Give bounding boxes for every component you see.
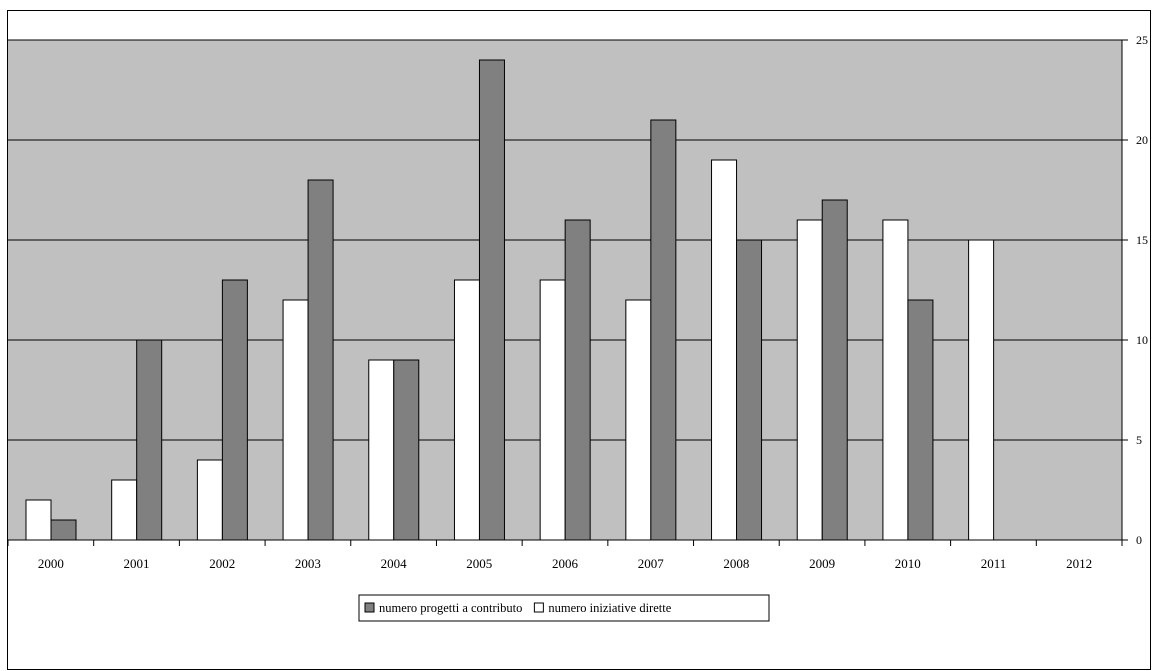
bar-progetti-a-contributo-2006 [564, 219, 591, 541]
bar-progetti-a-contributo-2007 [650, 119, 677, 541]
bar-progetti-a-contributo-2009 [821, 199, 848, 541]
bar-progetti-a-contributo-2000 [50, 519, 77, 541]
x-tick-label-2008: 2008 [723, 556, 749, 571]
y-tick-label: 10 [1136, 333, 1148, 347]
x-tick-label-2004: 2004 [381, 556, 408, 571]
x-tick-label-2011: 2011 [981, 556, 1007, 571]
bar-iniziative-dirette-2005 [453, 279, 480, 541]
bar-progetti-a-contributo-2001 [136, 339, 163, 541]
plot-area: 0 5 10 15 20 25 2000 2001 2002 2003 2004 2005 2006 20… [7, 33, 1148, 571]
y-tick-label: 0 [1136, 533, 1142, 547]
bar-progetti-a-contributo-2005 [478, 59, 505, 541]
x-tick-label-2009: 2009 [809, 556, 835, 571]
bar-iniziative-dirette-2011 [968, 239, 995, 541]
bar-iniziative-dirette-2002 [196, 459, 223, 541]
x-tick-label-2002: 2002 [209, 556, 235, 571]
bar-iniziative-dirette-2010 [882, 219, 909, 541]
legend-box [358, 594, 770, 622]
bar-iniziative-dirette-2009 [796, 219, 823, 541]
legend-label: numero iniziative dirette [548, 601, 671, 615]
bar-iniziative-dirette-2007 [625, 299, 652, 541]
bar-iniziative-dirette-2001 [111, 479, 138, 541]
y-tick-label: 25 [1136, 33, 1148, 47]
bar-progetti-a-contributo-2010 [907, 299, 934, 541]
y-tick-label: 20 [1136, 133, 1148, 147]
bar-iniziative-dirette-2004 [368, 359, 395, 541]
x-tick-label-2007: 2007 [638, 556, 665, 571]
x-tick-label-2006: 2006 [552, 556, 579, 571]
legend-label: numero progetti a contributo [379, 601, 522, 615]
x-tick-label-2001: 2001 [124, 556, 150, 571]
x-tick-label-2010: 2010 [895, 556, 921, 571]
bar-progetti-a-contributo-2004 [393, 359, 420, 541]
x-tick-label-2003: 2003 [295, 556, 321, 571]
bar-iniziative-dirette-2003 [282, 299, 309, 541]
x-tick-label-2012: 2012 [1066, 556, 1092, 571]
legend-swatch [364, 602, 375, 613]
bar-iniziative-dirette-2006 [539, 279, 566, 541]
y-tick-label: 15 [1136, 233, 1148, 247]
x-tick-label-2005: 2005 [466, 556, 492, 571]
legend-swatch [533, 602, 544, 613]
x-tick-label-2000: 2000 [38, 556, 64, 571]
y-tick-label: 5 [1136, 433, 1142, 447]
bar-progetti-a-contributo-2003 [307, 179, 334, 541]
bar-progetti-a-contributo-2008 [736, 239, 763, 541]
bar-iniziative-dirette-2000 [25, 499, 52, 541]
bar-iniziative-dirette-2008 [711, 159, 738, 541]
legend: numero progetti a contributo numero inizi… [358, 594, 770, 622]
bar-progetti-a-contributo-2002 [221, 279, 248, 541]
